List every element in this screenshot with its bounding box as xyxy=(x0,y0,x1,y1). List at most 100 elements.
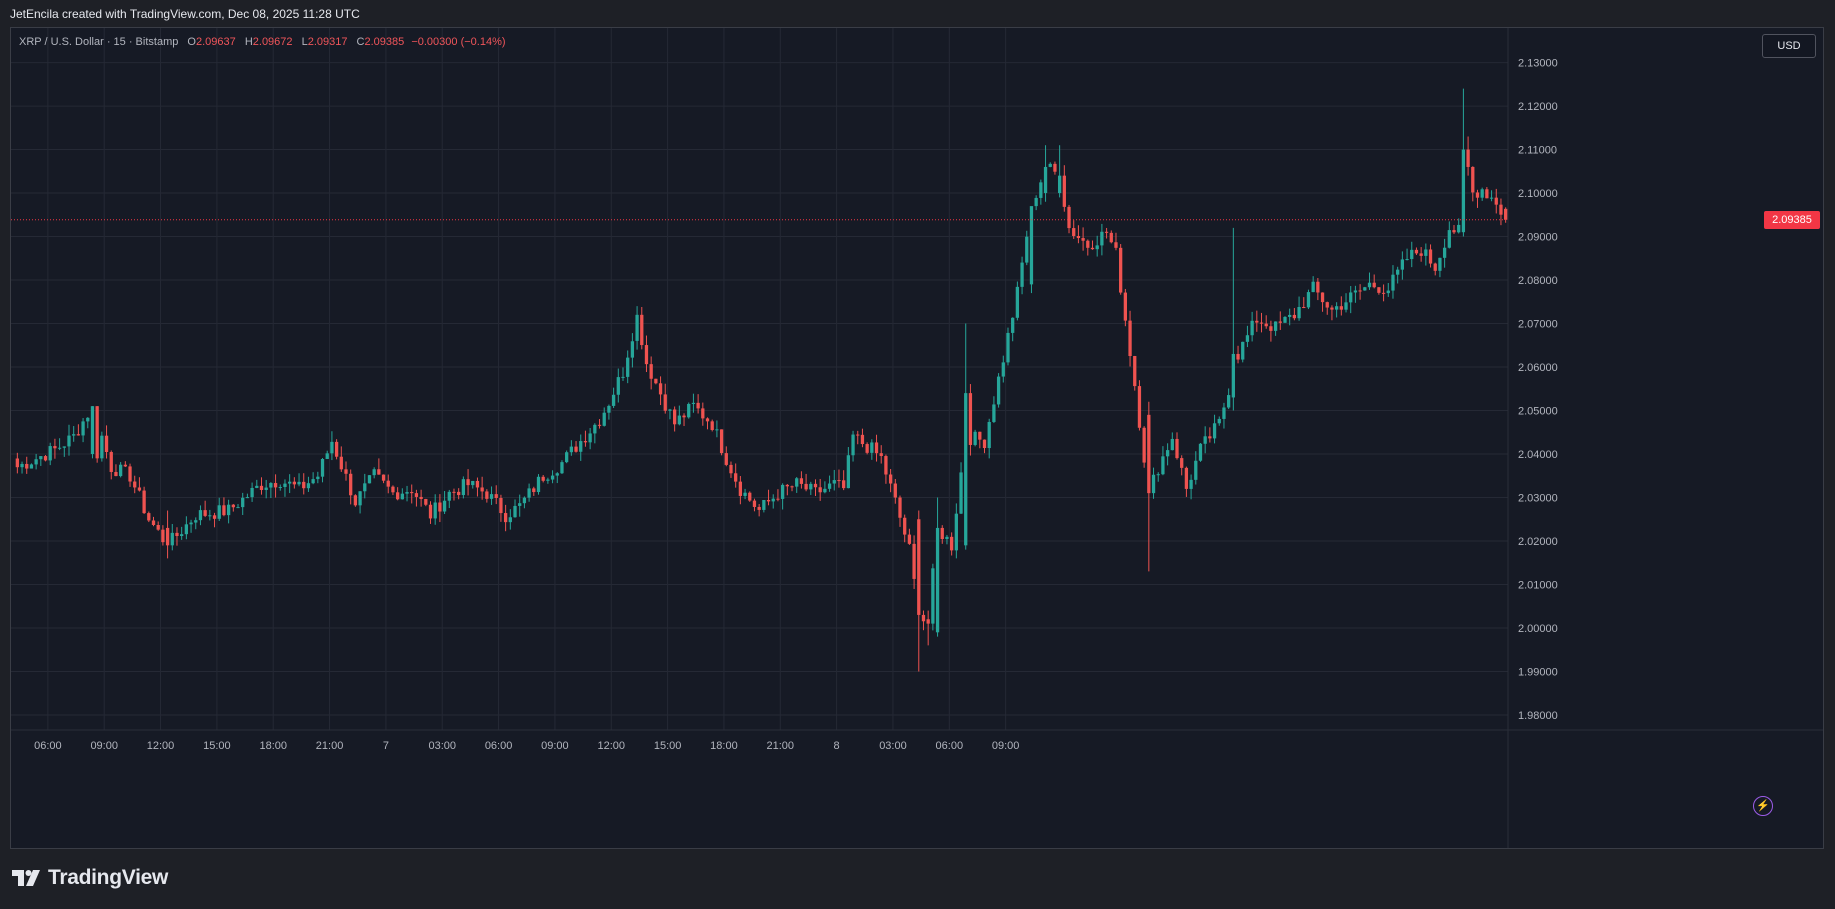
y-tick-label: 2.10000 xyxy=(1518,188,1558,200)
high-value: 2.09672 xyxy=(252,36,293,48)
candle-body xyxy=(734,473,738,482)
candle-body xyxy=(1208,436,1212,439)
candle-body xyxy=(156,524,160,530)
candle-body xyxy=(748,492,752,501)
candle-body xyxy=(1255,320,1259,323)
x-tick-label: 06:00 xyxy=(34,740,62,752)
candle-body xyxy=(1480,189,1484,198)
candle-body xyxy=(1165,450,1170,457)
candle-body xyxy=(1137,386,1142,428)
candle-body xyxy=(903,517,907,535)
candle-body xyxy=(1339,306,1343,310)
candle-body xyxy=(602,412,606,426)
candle-body xyxy=(273,483,278,488)
candle-body xyxy=(442,500,447,512)
candle-body xyxy=(701,408,705,419)
candle-body xyxy=(1442,247,1447,258)
candle-body xyxy=(837,480,841,482)
y-tick-label: 1.98000 xyxy=(1518,710,1558,722)
candle-body xyxy=(494,494,498,498)
candle-body xyxy=(973,431,977,445)
candle-body xyxy=(1198,443,1203,461)
candle-body xyxy=(874,442,879,454)
assistant-sparkle-icon[interactable]: ⚡ xyxy=(1753,796,1773,816)
candle-body xyxy=(334,441,339,457)
candle-body xyxy=(771,498,775,502)
candle-body xyxy=(532,488,536,493)
candle-body xyxy=(226,504,231,516)
candle-body xyxy=(959,472,963,514)
candle-body xyxy=(630,341,635,358)
candle-body xyxy=(292,481,296,485)
candle-body xyxy=(1119,247,1123,293)
candle-body xyxy=(968,393,973,445)
candle-body xyxy=(626,357,630,377)
symbol-info[interactable]: XRP / U.S. Dollar · 15 · Bitstamp xyxy=(19,36,179,48)
candle-body xyxy=(1278,321,1282,323)
y-tick-label: 2.11000 xyxy=(1518,145,1557,157)
candle-body xyxy=(691,402,696,404)
y-tick-label: 2.05000 xyxy=(1518,406,1558,418)
candle-body xyxy=(964,393,968,546)
candle-body xyxy=(1048,163,1052,167)
candle-body xyxy=(264,487,268,490)
candle-body xyxy=(259,485,264,490)
candle-body xyxy=(344,469,348,474)
candle-body xyxy=(677,415,681,425)
candle-body xyxy=(212,515,217,519)
candle-body xyxy=(1344,302,1348,310)
candle-body xyxy=(1222,407,1226,419)
candle-body xyxy=(1034,197,1038,207)
candle-body xyxy=(1227,395,1231,408)
candle-body xyxy=(1264,323,1268,327)
candle-body xyxy=(311,479,315,484)
x-tick-label: 03:00 xyxy=(428,740,456,752)
candle-body xyxy=(1438,257,1442,271)
candle-body xyxy=(560,462,564,474)
candle-body xyxy=(1180,458,1184,468)
candle-body xyxy=(410,492,414,494)
candle-body xyxy=(907,534,912,544)
candle-body xyxy=(1006,332,1010,363)
open-value: 2.09637 xyxy=(195,36,236,48)
candle-body xyxy=(1489,197,1494,199)
candle-body xyxy=(1104,231,1109,233)
close-label: C xyxy=(356,36,365,48)
candle-body xyxy=(1377,287,1381,293)
tradingview-brand[interactable]: TradingView xyxy=(12,866,168,890)
candle-body xyxy=(428,504,433,519)
candle-body xyxy=(1381,292,1386,294)
chart-frame[interactable]: 1.98000 1.99000 2.00000 2.01000 2.02000 2.030… xyxy=(10,27,1824,849)
candle-body xyxy=(358,491,362,506)
candle-body xyxy=(278,486,282,488)
candle-body xyxy=(1189,479,1193,489)
candle-body xyxy=(485,491,489,499)
candlestick-chart[interactable]: 1.98000 1.99000 2.00000 2.01000 2.02000 2.030… xyxy=(11,28,1823,848)
candle-body xyxy=(400,493,404,500)
candle-body xyxy=(53,446,57,449)
candle-body xyxy=(194,520,198,523)
x-tick-label: 8 xyxy=(834,740,840,752)
candle-body xyxy=(419,496,423,500)
candle-body xyxy=(1142,427,1146,463)
candle-body xyxy=(353,495,358,506)
candle-body xyxy=(137,487,142,491)
candle-body xyxy=(1457,224,1461,233)
candle-body xyxy=(231,504,235,508)
candle-body xyxy=(597,424,602,426)
candle-body xyxy=(1400,259,1405,270)
candle-body xyxy=(349,473,353,496)
candle-body xyxy=(147,513,151,521)
candle-body xyxy=(170,532,174,546)
candle-body xyxy=(297,481,301,485)
candle-body xyxy=(635,314,639,341)
candle-body xyxy=(100,435,104,459)
candle-body xyxy=(851,434,855,456)
y-tick-label: 2.06000 xyxy=(1518,362,1558,374)
currency-button[interactable]: USD xyxy=(1762,34,1816,58)
candle-body xyxy=(1259,322,1264,324)
symbol-legend[interactable]: XRP / U.S. Dollar · 15 · Bitstamp O2.096… xyxy=(19,36,506,48)
candle-body xyxy=(43,456,48,461)
candle-body xyxy=(926,619,930,624)
candle-body xyxy=(15,458,19,468)
